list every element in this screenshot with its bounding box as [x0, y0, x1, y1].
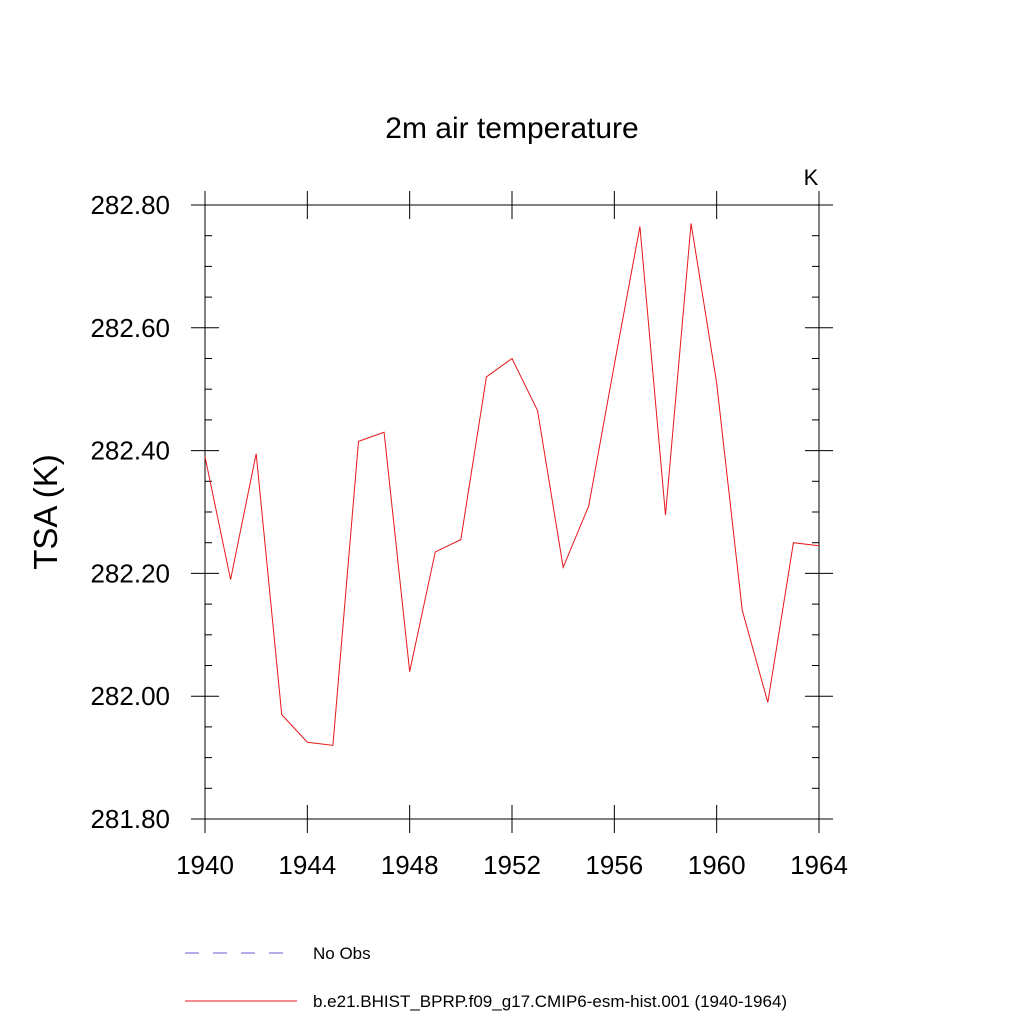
- y-tick-label: 282.60: [90, 313, 170, 343]
- y-tick-label: 282.20: [90, 558, 170, 588]
- series-line-0: [204, 223, 820, 746]
- x-tick-label: 1948: [381, 850, 439, 880]
- units-label: K: [804, 165, 819, 190]
- axis-ticks: [191, 191, 833, 833]
- x-tick-label: 1956: [585, 850, 643, 880]
- y-axis-label: TSA (K): [27, 454, 64, 570]
- x-tick-label: 1964: [790, 850, 848, 880]
- x-tick-label: 1940: [176, 850, 234, 880]
- y-tick-label: 282.40: [90, 436, 170, 466]
- x-tick-label: 1952: [483, 850, 541, 880]
- y-tick-labels: 281.80 282.00 282.20 282.40 282.60 282.80: [90, 190, 170, 834]
- y-tick-label: 282.80: [90, 190, 170, 220]
- legend: No Obs b.e21.BHIST_BPRP.f09_g17.CMIP6-es…: [185, 944, 787, 1011]
- series-lines: [204, 223, 820, 746]
- x-tick-label: 1944: [278, 850, 336, 880]
- plot-frame: [204, 204, 820, 820]
- chart-title: 2m air temperature: [385, 112, 638, 145]
- y-tick-label: 281.80: [90, 804, 170, 834]
- y-tick-label: 282.00: [90, 681, 170, 711]
- x-tick-labels: 1940 1944 1948 1952 1956 1960 1964: [176, 850, 848, 880]
- x-tick-label: 1960: [688, 850, 746, 880]
- legend-label-model-run: b.e21.BHIST_BPRP.f09_g17.CMIP6-esm-hist.…: [313, 992, 787, 1011]
- legend-label-no-obs: No Obs: [313, 944, 371, 963]
